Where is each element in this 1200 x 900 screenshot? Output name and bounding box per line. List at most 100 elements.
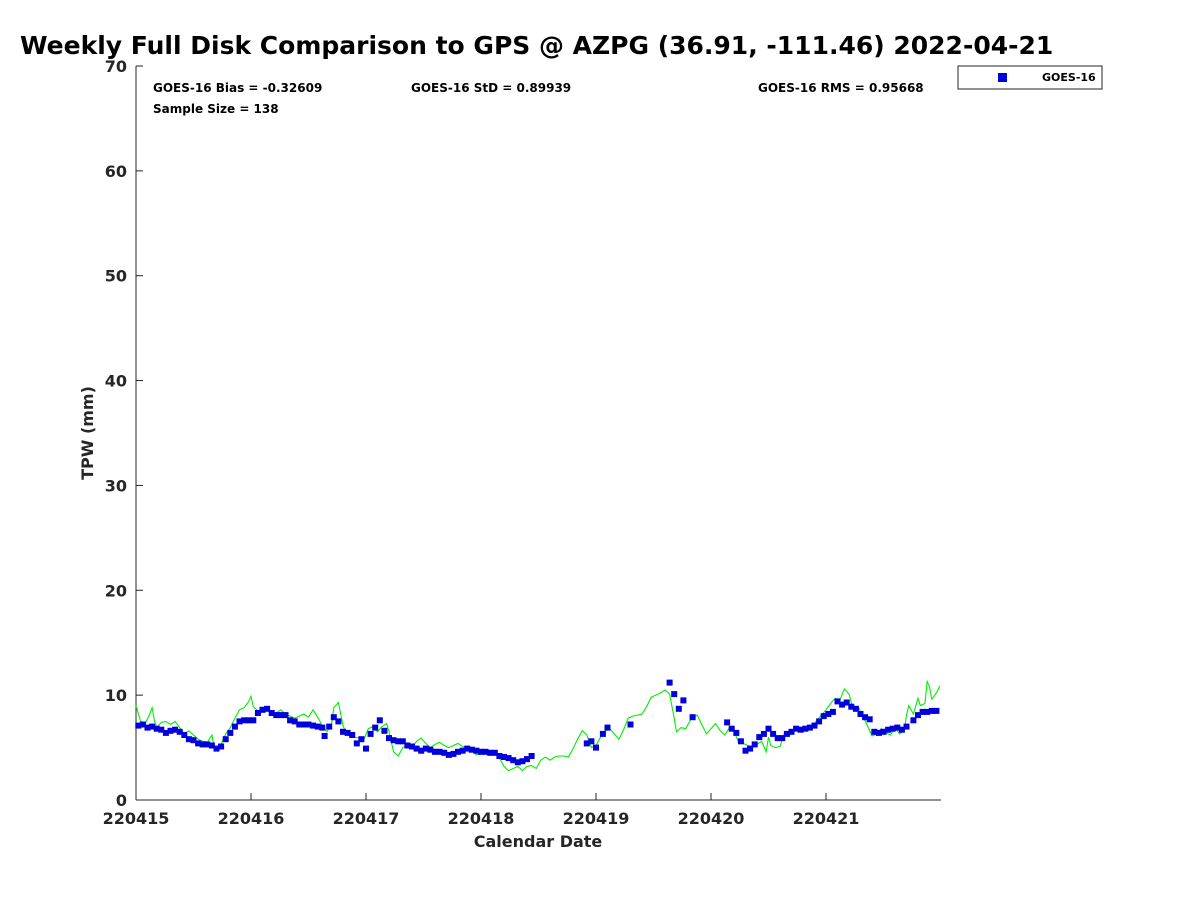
goes16-point xyxy=(680,697,687,704)
goes16-point xyxy=(482,748,489,755)
goes16-point xyxy=(358,736,365,743)
goes16-point xyxy=(250,717,257,724)
goes16-point xyxy=(432,748,438,755)
goes16-point xyxy=(241,717,248,724)
goes16-point xyxy=(816,718,823,725)
goes16-point xyxy=(765,725,772,732)
goes16-point xyxy=(468,746,475,753)
goes16-point xyxy=(524,756,530,763)
goes16-point xyxy=(305,721,312,728)
goes16-point xyxy=(473,747,480,754)
goes16-point xyxy=(514,759,521,766)
y-tick-label: 30 xyxy=(105,476,127,495)
goes16-point xyxy=(218,743,225,750)
goes16-point xyxy=(671,691,678,698)
goes16-point xyxy=(811,722,818,729)
goes16-point xyxy=(149,723,156,730)
goes16-point xyxy=(381,727,388,734)
goes16-point xyxy=(599,730,606,737)
y-tick-label: 10 xyxy=(105,686,127,705)
goes16-point xyxy=(413,745,420,752)
goes16-point xyxy=(733,729,740,736)
goes16-point xyxy=(898,726,905,733)
goes16-point xyxy=(376,717,383,724)
y-tick-label: 70 xyxy=(105,57,127,76)
x-tick-label: 220415 xyxy=(103,809,170,828)
goes16-point xyxy=(889,725,896,732)
goes16-point xyxy=(190,737,197,744)
goes16-point xyxy=(742,747,749,754)
goes16-point xyxy=(866,716,873,723)
goes16-point xyxy=(496,753,503,759)
goes16-point xyxy=(386,735,392,742)
y-axis-ticks: 0 10 20 30 40 50 60 70 xyxy=(105,57,143,810)
y-tick-label: 50 xyxy=(105,267,127,286)
goes16-point xyxy=(326,723,333,730)
goes16-point xyxy=(862,714,869,721)
goes16-point xyxy=(330,714,337,721)
goes16-point xyxy=(459,747,466,754)
goes16-point xyxy=(588,738,595,745)
goes16-point xyxy=(213,745,220,752)
goes16-point xyxy=(422,745,429,752)
goes16-point xyxy=(919,708,926,715)
sample-size-stat: Sample Size = 138 xyxy=(153,102,279,116)
goes16-point xyxy=(806,724,813,731)
goes16-point xyxy=(770,730,777,737)
goes16-point xyxy=(728,725,735,732)
goes16-point xyxy=(501,754,507,760)
goes16-point xyxy=(880,728,887,735)
goes16-point xyxy=(167,727,174,734)
goes16-point xyxy=(689,714,696,721)
goes16-point xyxy=(788,728,795,735)
goes16-point xyxy=(291,718,298,725)
goes16-point xyxy=(760,730,767,737)
goes16-point xyxy=(583,740,590,747)
goes16-point xyxy=(353,740,360,747)
goes16-point xyxy=(593,744,599,751)
goes16-point xyxy=(390,737,397,744)
goes16-point xyxy=(793,725,800,732)
y-tick-label: 60 xyxy=(105,162,127,181)
goes16-point xyxy=(843,699,850,706)
goes16-point xyxy=(310,722,317,729)
goes16-point xyxy=(724,719,731,726)
goes16-point xyxy=(395,738,402,745)
goes16-point xyxy=(894,724,901,731)
goes16-point xyxy=(162,729,169,736)
goes16-point xyxy=(450,750,457,757)
goes16-point xyxy=(510,757,517,764)
goes16-point xyxy=(185,736,192,743)
goes16-point xyxy=(779,735,786,742)
bias-stat: GOES-16 Bias = -0.32609 xyxy=(153,81,322,95)
goes16-point xyxy=(774,735,781,742)
std-stat: GOES-16 StD = 0.89939 xyxy=(411,81,571,95)
goes16-point xyxy=(399,738,406,745)
goes16-point xyxy=(409,743,415,750)
goes16-point xyxy=(737,738,744,745)
goes16-point xyxy=(172,726,179,733)
goes16-point xyxy=(825,711,832,717)
legend: GOES-16 xyxy=(957,65,1103,90)
goes16-point xyxy=(227,729,234,736)
goes16-point xyxy=(404,742,411,749)
goes16-point xyxy=(277,712,284,719)
goes16-point xyxy=(436,748,443,755)
goes16-point xyxy=(491,749,498,756)
goes16-point xyxy=(181,732,188,738)
goes16-point xyxy=(335,718,342,725)
x-tick-label: 220418 xyxy=(448,809,515,828)
y-axis-label: TPW (mm) xyxy=(78,386,97,480)
x-axis-ticks: 220415 220416 220417 220418 220419 220420 2204… xyxy=(103,793,860,828)
goes16-point xyxy=(933,707,940,714)
goes16-point xyxy=(487,749,494,756)
goes16-point xyxy=(829,708,836,715)
goes16-point xyxy=(282,712,289,719)
goes16-point xyxy=(321,733,328,739)
goes16-point xyxy=(319,724,326,731)
goes16-point xyxy=(519,758,526,765)
goes16-point xyxy=(783,730,790,737)
x-tick-label: 220421 xyxy=(793,809,860,828)
goes16-point xyxy=(528,753,535,759)
